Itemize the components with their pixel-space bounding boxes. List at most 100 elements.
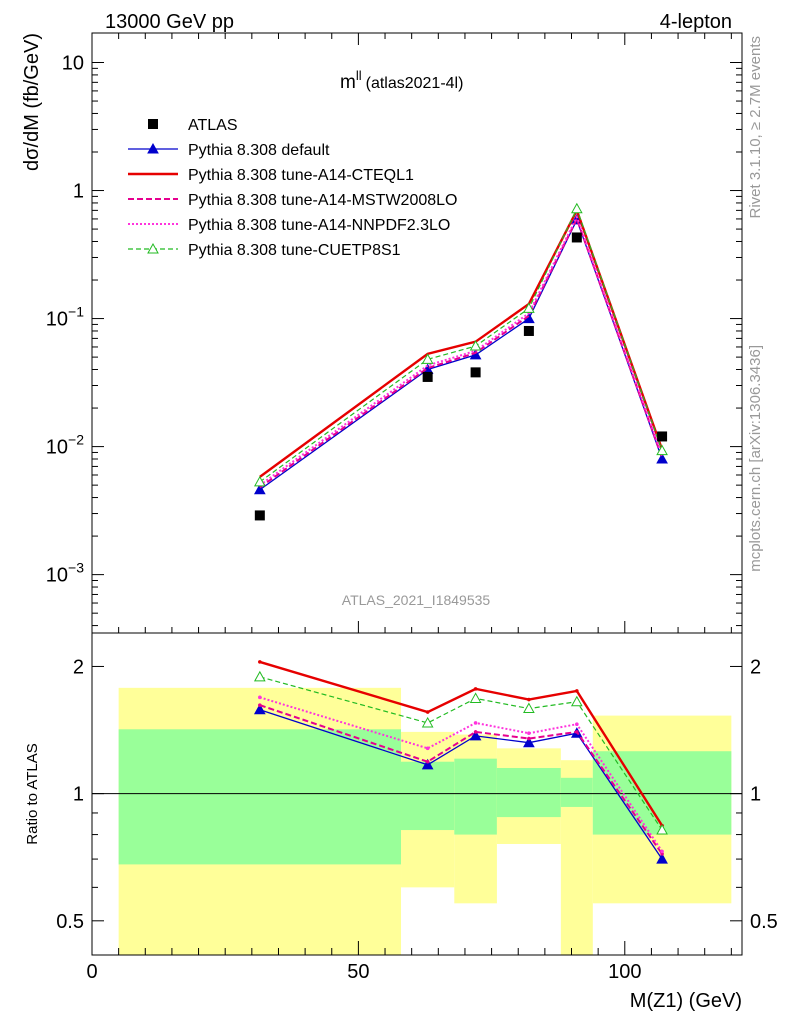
energy-label: 13000 GeV pp [105, 11, 234, 33]
ratio-y-tick-label-left: 0.5 [56, 911, 84, 933]
y-tick-label: 10−1 [46, 304, 84, 331]
ratio-y-tick-label-left: 2 [73, 656, 84, 678]
ratio-point-pythia-8-308-default [469, 729, 482, 741]
series-line-pythia-8-308-tune-cuetp8s1 [259, 207, 663, 483]
ratio-y-tick-label-right: 1 [750, 784, 761, 806]
ratio-point-pythia-8-308-default [523, 736, 535, 748]
ratio-panel: 2 2 1 1 0.5 0.5 0 50 100 Ratio to ATLAS M(Z1) (G… [24, 632, 778, 1012]
mcplots-label: mcplots.cern.ch [arXiv:1306.3436] [747, 345, 764, 572]
data-point [422, 371, 433, 382]
data-point [470, 367, 481, 378]
legend-marker-pythia-8-308-default [147, 142, 159, 154]
x-axis-label: M(Z1) (GeV) [630, 990, 742, 1012]
uncertainty-band-inner [454, 758, 497, 835]
rivet-version-label: Rivet 3.1.10, ≥ 2.7M events [747, 36, 764, 219]
series-point-pythia-8-308-tune-cuetp8s1 [523, 302, 535, 313]
ratio-y-axis-label: Ratio to ATLAS [24, 743, 41, 844]
data-point [254, 510, 265, 521]
ratio-line-pythia-8-308-tune-cuetp8s1 [259, 676, 663, 831]
y-tick-label: 10−3 [46, 560, 84, 587]
ratio-point-pythia-8-308-tune-a14-cteql1 [473, 687, 478, 691]
y-tick-exponent: −3 [68, 560, 84, 576]
series-line-pythia-8-308-tune-a14-nnpdf2-3lo [259, 214, 664, 486]
ratio-point-pythia-8-308-tune-a14-cteql1 [575, 689, 579, 693]
y-tick-base: 10 [46, 437, 68, 459]
ratio-point-pythia-8-308-tune-cuetp8s1 [469, 692, 482, 703]
series-point-pythia-8-308-tune-cuetp8s1 [421, 353, 434, 364]
legend-marker-atlas [148, 119, 158, 129]
observable-main: m [340, 72, 356, 93]
ratio-y-tick-label-right: 0.5 [750, 911, 778, 933]
ratio-point-pythia-8-308-tune-a14-cteql1 [258, 660, 262, 664]
ratio-point-pythia-8-308-tune-a14-mstw2008lo [473, 730, 478, 734]
ratio-point-pythia-8-308-tune-a14-mstw2008lo [527, 736, 531, 741]
legend: ATLAS Pythia 8.308 default Pythia 8.308 tu… [128, 117, 457, 259]
ratio-point-pythia-8-308-tune-cuetp8s1 [421, 716, 434, 728]
ratio-point-pythia-8-308-default [253, 703, 266, 715]
data-point [523, 325, 534, 336]
series-point-pythia-8-308-default [656, 452, 668, 464]
series-point-pythia-8-308-default [253, 483, 266, 495]
observable-sup: ll [356, 68, 362, 83]
process-label: 4-lepton [660, 11, 732, 33]
y-tick-base: 10 [46, 309, 68, 331]
ratio-line-pythia-8-308-tune-a14-mstw2008lo [259, 704, 663, 855]
series-point-pythia-8-308-tune-cuetp8s1 [469, 340, 482, 351]
uncertainty-band-inner [496, 767, 561, 818]
legend-label-pythia-8-308-default: Pythia 8.308 default [188, 142, 330, 159]
ratio-point-pythia-8-308-tune-a14-mstw2008lo [575, 730, 579, 734]
ratio-point-pythia-8-308-tune-a14-nnpdf2-3lo [473, 721, 478, 725]
series-point-pythia-8-308-tune-cuetp8s1 [253, 475, 266, 487]
ratio-point-pythia-8-308-tune-cuetp8s1 [523, 702, 535, 714]
y-tick-base: 1 [73, 181, 84, 203]
ratio-y-tick-label-left: 1 [73, 784, 84, 806]
x-tick-label: 100 [608, 961, 641, 983]
uncertainty-band-inner [118, 729, 402, 865]
ratio-point-pythia-8-308-tune-a14-cteql1 [527, 697, 531, 702]
data-point [571, 232, 582, 243]
ratio-point-pythia-8-308-tune-a14-mstw2008lo [425, 759, 430, 764]
data-point [657, 431, 668, 442]
ratio-point-pythia-8-308-tune-a14-nnpdf2-3lo [575, 722, 579, 726]
ratio-point-pythia-8-308-tune-a14-nnpdf2-3lo [258, 695, 262, 700]
ratio-point-pythia-8-308-tune-a14-nnpdf2-3lo [527, 731, 531, 736]
ratio-point-pythia-8-308-tune-a14-mstw2008lo [258, 703, 262, 707]
series-point-pythia-8-308-tune-cuetp8s1 [656, 444, 668, 456]
ratio-point-pythia-8-308-tune-a14-cteql1 [425, 710, 430, 714]
ratio-line-pythia-8-308-tune-a14-cteql1 [259, 660, 664, 827]
y-tick-label: 1 [73, 181, 84, 203]
y-tick-exponent: −2 [68, 432, 84, 448]
uncertainty-band-inner [560, 777, 593, 807]
y-axis-label: dσ/dM (fb/GeV) [21, 33, 43, 171]
legend-label-pythia-8-308-tune-a14-mstw2008lo: Pythia 8.308 tune-A14-MSTW2008LO [188, 192, 457, 209]
legend-label-atlas: ATLAS [188, 117, 238, 134]
ratio-point-pythia-8-308-tune-a14-nnpdf2-3lo [425, 746, 430, 751]
ratio-point-pythia-8-308-tune-a14-mstw2008lo [660, 852, 664, 856]
ratio-point-pythia-8-308-tune-a14-nnpdf2-3lo [660, 849, 664, 854]
ratio-line-pythia-8-308-default [259, 709, 663, 860]
ratio-point-pythia-8-308-tune-cuetp8s1 [570, 695, 583, 707]
x-tick-label: 50 [347, 961, 369, 983]
legend-label-pythia-8-308-tune-a14-cteql1: Pythia 8.308 tune-A14-CTEQL1 [188, 167, 414, 184]
y-tick-exponent: −1 [68, 304, 84, 320]
analysis-id-label: ATLAS_2021_I1849535 [342, 592, 491, 608]
ratio-point-pythia-8-308-tune-cuetp8s1 [253, 670, 266, 682]
x-tick-label: 0 [86, 961, 97, 983]
ratio-point-pythia-8-308-default [421, 758, 434, 770]
y-tick-base: 10 [46, 565, 68, 587]
observable-label: mll (atlas2021-4l) [340, 68, 463, 93]
uncertainty-band-inner [401, 761, 455, 831]
legend-label-pythia-8-308-tune-a14-nnpdf2-3lo: Pythia 8.308 tune-A14-NNPDF2.3LO [188, 217, 450, 234]
ratio-y-tick-label-right: 2 [750, 656, 761, 678]
ratio-line-pythia-8-308-tune-a14-nnpdf2-3lo [259, 696, 663, 852]
y-tick-label: 10−2 [46, 432, 84, 459]
ratio-point-pythia-8-308-default [656, 853, 668, 864]
series-line-pythia-8-308-tune-a14-cteql1 [259, 207, 664, 478]
legend-marker-pythia-8-308-tune-cuetp8s1 [147, 242, 159, 254]
legend-label-pythia-8-308-tune-cuetp8s1: Pythia 8.308 tune-CUETP8S1 [188, 242, 401, 259]
ratio-point-pythia-8-308-tune-cuetp8s1 [656, 824, 668, 835]
y-tick-base: 10 [62, 53, 84, 75]
series-point-pythia-8-308-tune-cuetp8s1 [570, 202, 583, 214]
